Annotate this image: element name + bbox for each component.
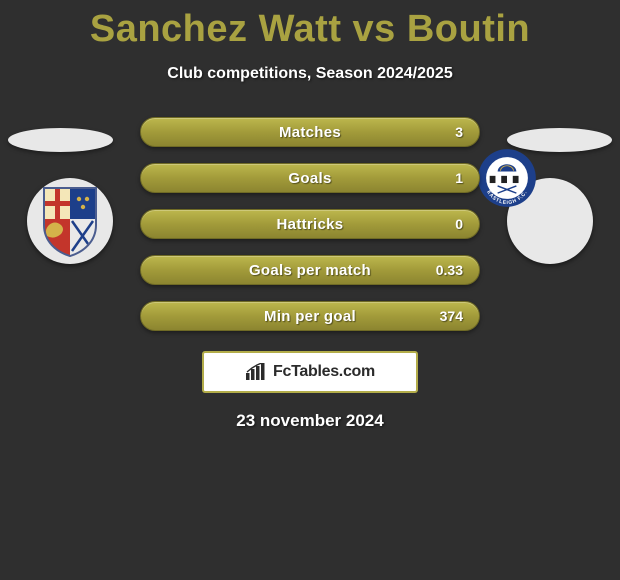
- stat-value: 374: [440, 308, 463, 324]
- left-player-silhouette: [8, 128, 113, 152]
- right-team-crest: EASTLEIGH F.C.: [500, 178, 600, 264]
- stats-bars: Matches 3 Goals 1 Hattricks 0 Goals per …: [140, 117, 480, 331]
- stat-label: Min per goal: [264, 308, 356, 325]
- stat-label: Goals per match: [249, 262, 371, 279]
- shield-icon: [39, 185, 101, 257]
- stat-bar-matches: Matches 3: [140, 117, 480, 147]
- stat-bar-goals-per-match: Goals per match 0.33: [140, 255, 480, 285]
- stat-value: 1: [455, 170, 463, 186]
- stat-bar-min-per-goal: Min per goal 374: [140, 301, 480, 331]
- stat-label: Hattricks: [277, 216, 344, 233]
- date-text: 23 november 2024: [0, 411, 620, 431]
- stat-bar-goals: Goals 1: [140, 163, 480, 193]
- left-team-crest: [20, 178, 120, 264]
- stat-value: 0: [455, 216, 463, 232]
- stat-label: Goals: [288, 170, 331, 187]
- page-title: Sanchez Watt vs Boutin: [0, 0, 620, 51]
- fctables-logo: FcTables.com: [202, 351, 418, 393]
- badge-icon: EASTLEIGH F.C.: [476, 142, 538, 214]
- stat-label: Matches: [279, 124, 341, 141]
- stat-bar-hattricks: Hattricks 0: [140, 209, 480, 239]
- stat-value: 0.33: [436, 262, 463, 278]
- subtitle: Club competitions, Season 2024/2025: [0, 65, 620, 83]
- bar-chart-icon: [245, 363, 267, 381]
- logo-text: FcTables.com: [273, 363, 375, 381]
- stat-value: 3: [455, 124, 463, 140]
